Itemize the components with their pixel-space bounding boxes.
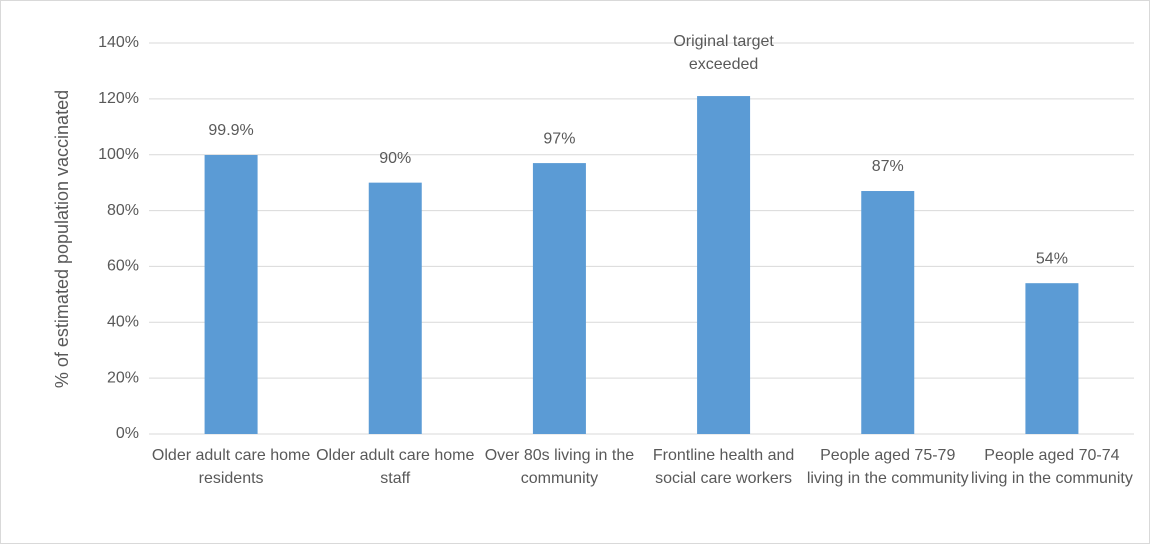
bar: [697, 96, 751, 435]
y-tick-label: 60%: [107, 258, 139, 275]
annotation: Original target exceeded: [673, 33, 774, 74]
bar: [204, 154, 258, 434]
y-tick-label: 140%: [98, 34, 139, 51]
x-tick-label: Frontline health and social care workers: [652, 447, 795, 487]
bar: [368, 182, 422, 434]
y-tick-label: 40%: [107, 314, 139, 331]
bar: [532, 163, 586, 435]
x-tick-label: Older adult care home residents: [151, 447, 311, 487]
y-axis-title: % of estimated population vaccinated: [52, 90, 72, 388]
x-tick-label: People aged 70-74 living in the communit…: [970, 447, 1133, 487]
x-tick-label: Over 80s living in the community: [484, 447, 635, 487]
value-label: 90%: [379, 150, 411, 167]
bar: [861, 191, 915, 434]
y-tick-label: 80%: [107, 202, 139, 219]
value-label: 54%: [1036, 250, 1068, 267]
y-tick-label: 20%: [107, 369, 139, 386]
value-label: 99.9%: [208, 122, 253, 139]
value-label: 87%: [872, 158, 904, 175]
y-tick-label: 100%: [98, 146, 139, 163]
value-label: 97%: [543, 130, 575, 147]
x-tick-label: Older adult care home staff: [316, 447, 475, 487]
y-tick-label: 0%: [116, 425, 139, 442]
x-tick-label: People aged 75-79 living in the communit…: [806, 447, 969, 487]
y-tick-label: 120%: [98, 90, 139, 107]
bar: [1025, 283, 1079, 434]
